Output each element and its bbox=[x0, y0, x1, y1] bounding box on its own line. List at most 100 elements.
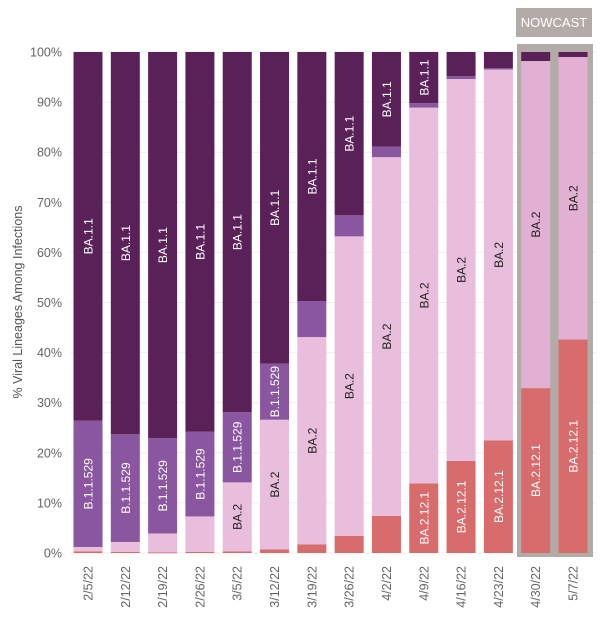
bar-segment-ba-2 bbox=[446, 79, 476, 461]
bar-stack: BA.2.12.1 BA.2 bbox=[521, 52, 551, 553]
y-tick-label: 80% bbox=[37, 146, 62, 160]
bar-segment-b-1-1-529 bbox=[409, 103, 439, 108]
bar-segment-ba-2 bbox=[558, 57, 588, 340]
segment-label: BA.1.1 bbox=[231, 214, 245, 250]
segment-label: B.1.1.529 bbox=[119, 462, 133, 514]
bar-stack: B.1.1.529 BA.1.1 bbox=[73, 52, 103, 553]
y-tick-label: 50% bbox=[37, 296, 62, 310]
x-tick-label: 4/2/22 bbox=[380, 566, 394, 601]
bars: B.1.1.529BA.1.1B.1.1.529BA.1.1B.1.1.529B… bbox=[73, 52, 588, 554]
bar-segment-ba-2 bbox=[222, 482, 252, 552]
segment-label: BA.2 bbox=[417, 282, 431, 308]
bar-stack: BA.2 BA.1.1 bbox=[297, 52, 327, 553]
bar-stack: BA.2.12.1 BA.2 bbox=[558, 52, 588, 553]
bar-segment-ba-2-12-1 bbox=[334, 535, 364, 553]
segment-label: BA.2.12.1 bbox=[455, 480, 469, 533]
bar-stack: B.1.1.529 BA.1.1 bbox=[185, 52, 215, 553]
bar-stack: BA.2.12.1 BA.2 bbox=[483, 52, 513, 553]
bar-stack: BA.2 BA.1.1 bbox=[334, 52, 364, 553]
bar-stack: BA.2.12.1 BA.2 BA.1.1 bbox=[409, 52, 439, 553]
bar-segment-ba-2-12-1 bbox=[260, 549, 290, 553]
segment-label: B.1.1.529 bbox=[268, 366, 282, 418]
segment-label: B.1.1.529 bbox=[231, 421, 245, 473]
bar-segment-b-1-1-529 bbox=[483, 68, 513, 70]
y-tick-label: 30% bbox=[37, 396, 62, 410]
segment-label: BA.1.1 bbox=[119, 225, 133, 261]
y-axis-ticks: 0% 10% 20% 30% 40% 50% 60% 70% 80% 90% 100% bbox=[30, 46, 62, 561]
segment-label: BA.2 bbox=[343, 373, 357, 399]
segment-label: BA.1.1 bbox=[343, 115, 357, 151]
x-tick-label: 2/19/22 bbox=[156, 566, 170, 608]
bar-segment-b-1-1-529 bbox=[260, 363, 290, 420]
bar-segment-ba-2 bbox=[334, 236, 364, 536]
bar-segment-ba-2-12-1 bbox=[297, 544, 327, 553]
bar-segment-ba-1-1 bbox=[409, 52, 439, 104]
x-tick-label: 4/30/22 bbox=[529, 566, 543, 608]
bar-segment-ba-2 bbox=[371, 157, 401, 516]
x-axis-ticks: 2/5/22 2/12/22 2/19/22 2/26/22 3/5/22 3/12/22… bbox=[82, 566, 581, 608]
segment-label: BA.2.12.1 bbox=[529, 444, 543, 497]
segment-label: B.1.1.529 bbox=[82, 458, 96, 510]
segment-label: BA.2.12.1 bbox=[417, 492, 431, 545]
bar-segment-b-1-1-529 bbox=[110, 434, 140, 542]
segment-label: BA.1.1 bbox=[156, 227, 170, 263]
bar-segment-b-1-1-529 bbox=[73, 420, 103, 547]
x-tick-label: 4/23/22 bbox=[492, 566, 506, 608]
segment-label: BA.2.12.1 bbox=[567, 420, 581, 473]
bar-segment-ba-2-12-1 bbox=[483, 440, 513, 553]
x-tick-label: 3/5/22 bbox=[231, 566, 245, 601]
bar-segment-ba-2 bbox=[73, 546, 103, 552]
y-tick-label: 60% bbox=[37, 246, 62, 260]
bar-segment-ba-1-1 bbox=[558, 52, 588, 58]
bar-segment-ba-1-1 bbox=[483, 52, 513, 69]
segment-label: B.1.1.529 bbox=[193, 448, 207, 500]
y-tick-label: 10% bbox=[37, 496, 62, 510]
bar-segment-ba-1-1 bbox=[185, 52, 215, 432]
y-tick-label: 20% bbox=[37, 446, 62, 460]
segment-label: BA.2 bbox=[492, 242, 506, 268]
segment-label: BA.1.1 bbox=[305, 158, 319, 194]
nowcast-badge: NOWCAST bbox=[516, 8, 592, 37]
segment-label: BA.1.1 bbox=[380, 81, 394, 117]
bar-segment-ba-2 bbox=[110, 541, 140, 552]
bar-segment-b-1-1-529 bbox=[334, 215, 364, 237]
bar-segment-ba-2-12-1 bbox=[371, 515, 401, 553]
y-tick-label: 0% bbox=[44, 547, 62, 561]
bar-segment-ba-2 bbox=[409, 107, 439, 484]
bar-segment-b-1-1-529 bbox=[297, 300, 327, 338]
bar-segment-b-1-1-529 bbox=[222, 412, 252, 483]
bar-segment-ba-1-1 bbox=[73, 52, 103, 421]
segment-label: BA.1.1 bbox=[82, 218, 96, 254]
segment-label: BA.2 bbox=[268, 471, 282, 497]
bar-segment-ba-2-12-1 bbox=[222, 551, 252, 553]
y-tick-label: 40% bbox=[37, 346, 62, 360]
x-tick-label: 4/9/22 bbox=[417, 566, 431, 601]
bar-segment-ba-2 bbox=[521, 61, 551, 389]
segment-label: B.1.1.529 bbox=[156, 460, 170, 512]
x-tick-label: 3/19/22 bbox=[305, 566, 319, 608]
bar-stack: BA.2 B.1.1.529 BA.1.1 bbox=[260, 52, 290, 553]
bar-stack: BA.2.12.1 BA.2 bbox=[446, 52, 476, 553]
bar-segment-ba-1-1 bbox=[371, 52, 401, 147]
bar-stack: BA.2 B.1.1.529 BA.1.1 bbox=[222, 52, 252, 553]
x-tick-label: 2/26/22 bbox=[193, 566, 207, 608]
y-tick-label: 70% bbox=[37, 196, 62, 210]
x-tick-label: 4/16/22 bbox=[455, 566, 469, 608]
segment-label: BA.2 bbox=[529, 211, 543, 237]
bar-segment-b-1-1-529 bbox=[185, 431, 215, 517]
bar-segment-ba-1-1 bbox=[446, 52, 476, 77]
bar-segment-b-1-1-529 bbox=[446, 76, 476, 80]
y-axis-title: % Viral Lineages Among Infections bbox=[11, 206, 25, 399]
bar-segment-ba-1-1 bbox=[110, 52, 140, 435]
bar-segment-ba-2 bbox=[185, 516, 215, 552]
bar-segment-ba-2-12-1 bbox=[446, 460, 476, 553]
segment-label: BA.1.1 bbox=[417, 59, 431, 95]
bar-stack: BA.2 BA.1.1 bbox=[371, 52, 401, 553]
bar-segment-ba-2 bbox=[483, 69, 513, 441]
bar-segment-ba-1-1 bbox=[297, 52, 327, 301]
segment-label: BA.1.1 bbox=[268, 189, 282, 225]
bar-segment-ba-2-12-1 bbox=[521, 388, 551, 553]
bar-segment-ba-1-1 bbox=[260, 52, 290, 364]
segment-label: BA.2 bbox=[305, 427, 319, 453]
